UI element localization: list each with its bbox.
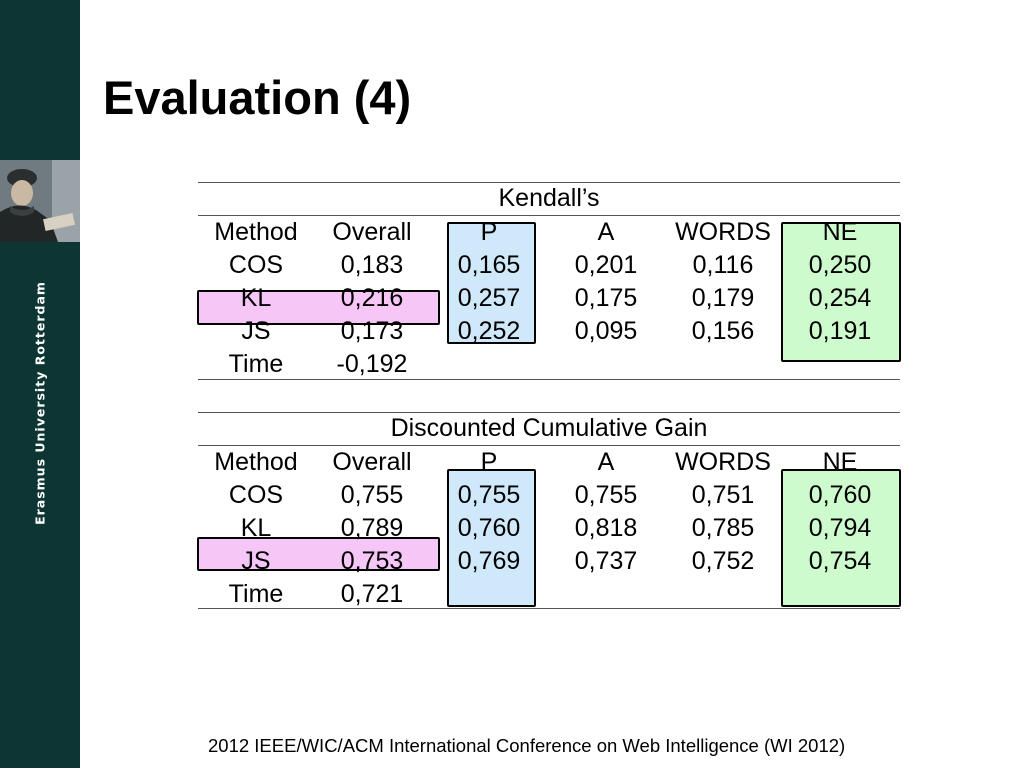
table-cell: 0,760 bbox=[808, 481, 872, 509]
table-rule-caption bbox=[198, 445, 900, 446]
table-cell: -0,192 bbox=[336, 350, 408, 378]
column-header: P bbox=[480, 448, 498, 476]
table-cell: JS bbox=[241, 547, 271, 575]
ne-column-highlight bbox=[781, 222, 901, 362]
column-header: Overall bbox=[332, 448, 412, 476]
table-cell: 0,818 bbox=[574, 514, 638, 542]
dcg-table: Discounted Cumulative Gain Method Overal… bbox=[197, 412, 901, 612]
table-rule-top bbox=[198, 412, 900, 413]
best-row-highlight bbox=[197, 290, 440, 325]
table-cell: 0,156 bbox=[691, 317, 755, 345]
table-caption: Kendall’s bbox=[498, 184, 600, 212]
table-cell: 0,257 bbox=[457, 284, 521, 312]
kendall-table: Kendall’s Method Overall P A WORDS NE CO… bbox=[197, 182, 901, 382]
table-cell: 0,760 bbox=[457, 514, 521, 542]
table-cell: 0,752 bbox=[691, 547, 755, 575]
table-cell: 0,116 bbox=[692, 251, 754, 279]
table-cell: 0,252 bbox=[457, 317, 521, 345]
table-rule-bottom bbox=[198, 379, 900, 380]
table-cell: 0,250 bbox=[808, 251, 872, 279]
table-cell: 0,173 bbox=[340, 317, 404, 345]
column-header: A bbox=[597, 448, 615, 476]
column-header: WORDS bbox=[675, 448, 771, 476]
p-column-highlight bbox=[447, 469, 536, 607]
column-header: WORDS bbox=[675, 218, 771, 246]
table-cell: KL bbox=[240, 284, 272, 312]
table-cell: 0,095 bbox=[574, 317, 638, 345]
portrait-illustration bbox=[0, 160, 80, 242]
sidebar: Erasmus University Rotterdam bbox=[0, 0, 80, 768]
table-cell: 0,175 bbox=[574, 284, 638, 312]
table-cell: 0,165 bbox=[457, 251, 521, 279]
erasmus-portrait-image bbox=[0, 160, 80, 242]
table-cell: 0,755 bbox=[340, 481, 404, 509]
slide-title: Evaluation (4) bbox=[103, 71, 412, 124]
table-cell: 0,179 bbox=[691, 284, 755, 312]
table-cell: 0,755 bbox=[457, 481, 521, 509]
table-cell: COS bbox=[228, 481, 284, 509]
best-row-highlight bbox=[197, 537, 440, 571]
table-cell: 0,254 bbox=[808, 284, 872, 312]
table-cell: KL bbox=[240, 514, 272, 542]
table-cell: Time bbox=[228, 350, 284, 378]
table-cell: 0,191 bbox=[808, 317, 872, 345]
table-cell: 0,785 bbox=[691, 514, 755, 542]
table-cell: 0,794 bbox=[808, 514, 872, 542]
column-header: A bbox=[597, 218, 615, 246]
column-header: Overall bbox=[332, 218, 412, 246]
column-header: NE bbox=[822, 448, 858, 476]
table-cell: 0,721 bbox=[340, 580, 404, 608]
p-column-highlight bbox=[447, 222, 536, 344]
table-rule-caption bbox=[198, 215, 900, 216]
column-header: Method bbox=[214, 448, 298, 476]
university-brand-text: Erasmus University Rotterdam bbox=[32, 281, 48, 525]
table-rule-bottom bbox=[198, 608, 900, 609]
table-cell: 0,201 bbox=[574, 251, 638, 279]
table-cell: JS bbox=[241, 317, 271, 345]
table-cell: 0,183 bbox=[340, 251, 404, 279]
slide-footer: 2012 IEEE/WIC/ACM International Conferen… bbox=[208, 735, 846, 756]
table-cell: COS bbox=[228, 251, 284, 279]
table-cell: 0,751 bbox=[691, 481, 755, 509]
table-cell: 0,755 bbox=[574, 481, 638, 509]
table-caption: Discounted Cumulative Gain bbox=[390, 414, 708, 442]
column-header: NE bbox=[822, 218, 858, 246]
ne-column-highlight bbox=[781, 469, 901, 607]
table-rule-top bbox=[198, 182, 900, 183]
table-cell: 0,769 bbox=[457, 547, 521, 575]
table-cell: 0,737 bbox=[574, 547, 638, 575]
column-header: P bbox=[480, 218, 498, 246]
table-cell: 0,789 bbox=[340, 514, 404, 542]
table-cell: Time bbox=[228, 580, 284, 608]
column-header: Method bbox=[214, 218, 298, 246]
table-cell: 0,753 bbox=[340, 547, 404, 575]
table-cell: 0,754 bbox=[808, 547, 872, 575]
table-cell: 0,216 bbox=[340, 284, 404, 312]
